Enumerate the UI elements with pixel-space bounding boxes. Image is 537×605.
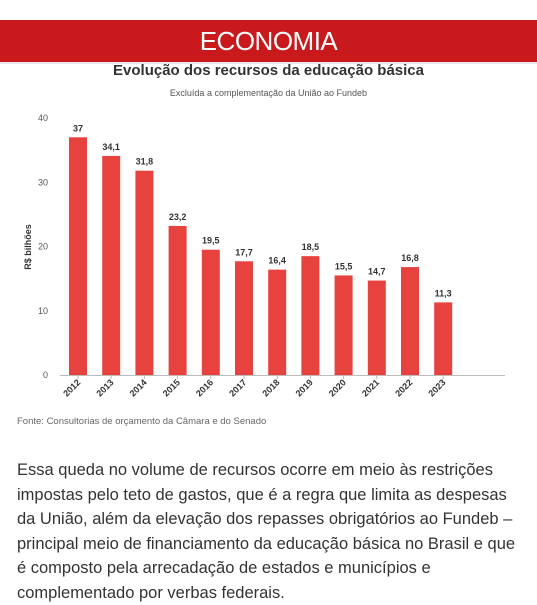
article-paragraph: Essa queda no volume de recursos ocorre … [17,461,516,602]
x-tick-label: 2018 [260,377,281,398]
top-strip [0,0,537,20]
bar [135,170,154,375]
bar-value-label: 17,7 [235,247,253,257]
x-tick-label: 2022 [393,377,414,398]
bar [334,275,353,375]
section-label: ECONOMIA [199,25,338,56]
bar-value-label: 23,2 [169,212,187,222]
chart-source: Fonte: Consultorias de orçamento da Câma… [17,416,267,427]
bar [235,261,253,375]
bar-value-label: 19,5 [202,236,220,246]
chart-subtitle: Excluída a complementação da União ao Fu… [169,88,368,98]
x-tick-label: 2016 [194,377,215,398]
bar-value-label: 16,4 [268,256,286,266]
x-tick-label: 2020 [327,377,348,398]
x-tick-label: 2017 [227,377,248,398]
bar-value-label: 16,8 [401,253,419,263]
y-tick-label: 40 [38,113,48,123]
x-tick-label: 2014 [128,377,149,398]
y-tick-label: 0 [43,370,48,380]
y-tick-label: 10 [38,306,48,316]
bar [268,269,287,375]
bar [434,302,453,375]
bar [69,137,87,375]
bar-chart: 0 10 20 30 40 R$ bilhões 37 2012 34,1 2013 31,8 201… [23,113,505,399]
bar-value-label: 15,5 [335,261,353,271]
y-tick-label: 20 [38,242,48,252]
bar-value-label: 31,8 [136,157,154,167]
y-tick-label: 30 [38,177,48,187]
x-tick-label: 2012 [61,377,82,398]
bar-value-label: 18,5 [302,242,320,252]
bar-value-label: 34,1 [102,142,120,152]
x-tick-label: 2023 [426,377,447,398]
x-tick-label: 2015 [161,377,182,398]
bar [401,267,419,375]
bar-value-label: 14,7 [368,267,386,277]
y-axis-title: R$ bilhões [23,224,33,270]
section-banner: ECONOMIA [0,20,537,64]
bar [301,256,320,375]
bar [201,249,220,375]
bar-value-label: 11,3 [435,288,452,298]
bar-value-label: 37 [73,123,83,133]
bar [168,225,187,375]
x-tick-label: 2021 [360,377,381,398]
bar [367,280,386,375]
chart-title: Evolução dos recursos da educação básica [113,62,424,79]
bar [102,155,121,375]
x-tick-label: 2013 [94,377,115,398]
x-tick-label: 2019 [294,377,315,398]
